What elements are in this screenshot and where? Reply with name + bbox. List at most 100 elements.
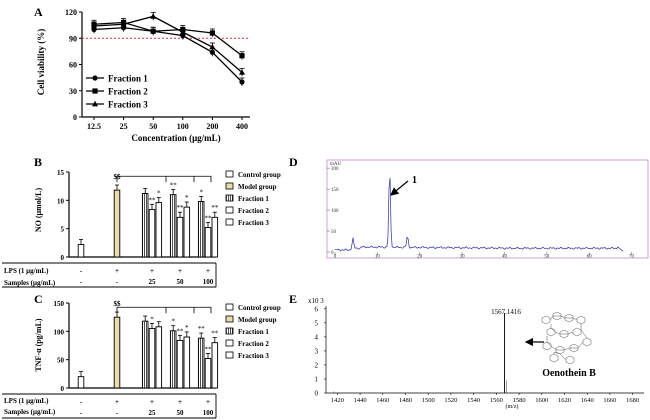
panel-d-xtick-label: 10 xyxy=(375,255,381,260)
bar xyxy=(176,216,184,258)
bar-significance-label: * xyxy=(185,194,189,202)
panel-e-xtick-label: 1440 xyxy=(354,397,367,404)
panel-d-peak-label: 1 xyxy=(412,175,417,186)
table-sample-value: - xyxy=(80,409,83,417)
panel-c-legend: Control group Model group Fraction 1 Fracti… xyxy=(225,303,281,360)
bar xyxy=(197,201,205,258)
panel-e-xtick-label: 1600 xyxy=(535,397,548,404)
table-sample-value: 50 xyxy=(177,409,185,417)
bar-significance-label: * xyxy=(150,315,154,323)
bar-panel-ytick-label: 0 xyxy=(61,385,65,393)
table-lps-value: + xyxy=(115,398,119,406)
panel-a-point xyxy=(150,28,156,34)
table-lps-value: + xyxy=(206,398,210,406)
panel-e-xtick-label: 1640 xyxy=(581,397,594,404)
bar-significance-label: * xyxy=(185,324,189,332)
table-sample-value: 50 xyxy=(177,278,185,286)
table-lps-value: + xyxy=(178,398,182,406)
panel-a-series-line-3 xyxy=(93,15,243,73)
panel-letter-c: C xyxy=(34,292,43,306)
panel-a-ytick-label: 0 xyxy=(73,113,77,122)
legend-label: Fraction 3 xyxy=(238,352,269,360)
panel-a-legend-label: Fraction 1 xyxy=(108,74,148,84)
table-sample-value: - xyxy=(116,278,119,286)
bar-panel-ytick-label: 15 xyxy=(57,169,65,177)
legend-label: Model group xyxy=(238,316,277,324)
panel-d-xtick-label: 60 xyxy=(587,255,593,260)
panel-d-trace xyxy=(334,177,624,252)
panel-a-legend-marker xyxy=(92,100,98,107)
panel-e-ytick-label: 3 xyxy=(315,347,319,355)
bar-panel-ytick-label: 5 xyxy=(61,226,65,234)
legend-swatch xyxy=(225,218,234,226)
panel-a-ytick-label: 120 xyxy=(65,8,77,17)
legend-swatch xyxy=(225,351,234,359)
comparison-bracket xyxy=(116,175,212,183)
model-significance-label: $$ xyxy=(114,300,122,308)
legend-swatch xyxy=(225,182,234,190)
table-lps-value: + xyxy=(178,267,182,275)
panel-a-legend-marker xyxy=(92,88,98,94)
bar-significance-label: * xyxy=(199,188,203,196)
bar-significance-label: ** xyxy=(177,327,185,335)
panel-d-ytick-label: 0 xyxy=(331,251,334,256)
panel-b-samples-label: Samples (μg/mL) xyxy=(4,279,56,287)
bar-significance-label: ** xyxy=(170,182,178,190)
panel-e-xtick-label: 1520 xyxy=(444,397,457,404)
panel-a-ytick-label: 30 xyxy=(69,87,77,96)
panel-letter-a: A xyxy=(34,5,43,19)
legend-label: Model group xyxy=(238,183,277,191)
panel-d-xtick-label: 50 xyxy=(544,255,550,260)
panel-e-xtick-label: 1620 xyxy=(558,397,571,404)
panel-e-xtick-label: 1580 xyxy=(513,397,526,404)
panel-a-ytick-label: 90 xyxy=(69,34,77,43)
panel-c-treatment-table: LPS (1 μg/mL) Samples (μg/mL) - - + - +25 +50… xyxy=(2,393,217,419)
panel-e-ytick-label: 4 xyxy=(315,333,319,341)
panel-a-series-line-1 xyxy=(93,27,243,83)
legend-label: Fraction 1 xyxy=(238,328,269,336)
panel-a-legend: Fraction 1 Fraction 2 Fraction 3 xyxy=(86,74,148,110)
panel-e-compound-label: Oenothein B xyxy=(542,368,596,379)
bar-significance-label: ** xyxy=(211,204,219,212)
panel-a-series-line-2 xyxy=(93,21,243,57)
bar xyxy=(148,208,156,258)
legend-swatch xyxy=(225,315,234,323)
bar xyxy=(141,320,149,389)
panel-d-xtick-label: 30 xyxy=(460,255,466,260)
panel-d-xtick-label: 70 xyxy=(629,255,635,260)
panel-a-xtick-label: 25 xyxy=(120,122,128,131)
comparison-bracket xyxy=(116,306,212,314)
panel-a-line-chart: Cell viability (%) Concentration (μg/mL)… xyxy=(36,8,250,143)
panel-a-point xyxy=(150,13,157,19)
table-sample-value: - xyxy=(116,409,119,417)
panel-a-point xyxy=(239,53,245,59)
bar-significance-label: ** xyxy=(177,204,185,212)
bar-significance-label: ** xyxy=(211,330,219,338)
panel-a-xtick-label: 50 xyxy=(149,122,157,131)
panel-a-point xyxy=(209,43,216,50)
panel-a-point xyxy=(179,28,186,35)
panel-a-point xyxy=(239,79,245,85)
bar xyxy=(155,202,163,258)
table-sample-value: 100 xyxy=(203,409,214,417)
panel-e-ytick-label: 5 xyxy=(315,319,319,327)
bar xyxy=(176,339,184,389)
panel-letter-e: E xyxy=(289,292,297,306)
panel-e-peak-label: 1567.1416 xyxy=(491,308,521,316)
bar-panel-ytick-label: 0 xyxy=(61,254,65,262)
panel-d-peak-arrow xyxy=(390,180,409,196)
panel-d-chromatogram: mAU 1 0 50 100 150 200 0 10 20 30 40 50 60 70 xyxy=(326,159,649,260)
bar xyxy=(204,358,212,389)
panel-d-xtick-label: 20 xyxy=(417,255,423,260)
panel-e-xtick-label: 1500 xyxy=(422,397,435,404)
panel-a-point xyxy=(209,49,215,55)
panel-c-ylabel: TNF-α (pg/mL) xyxy=(34,318,43,371)
legend-label: Fraction 3 xyxy=(238,219,269,227)
panel-d-ytick-label: 50 xyxy=(331,230,337,235)
panel-a-legend-marker xyxy=(92,75,98,81)
bar xyxy=(197,337,205,389)
panel-a-point xyxy=(239,69,245,75)
table-lps-value: - xyxy=(80,398,83,406)
